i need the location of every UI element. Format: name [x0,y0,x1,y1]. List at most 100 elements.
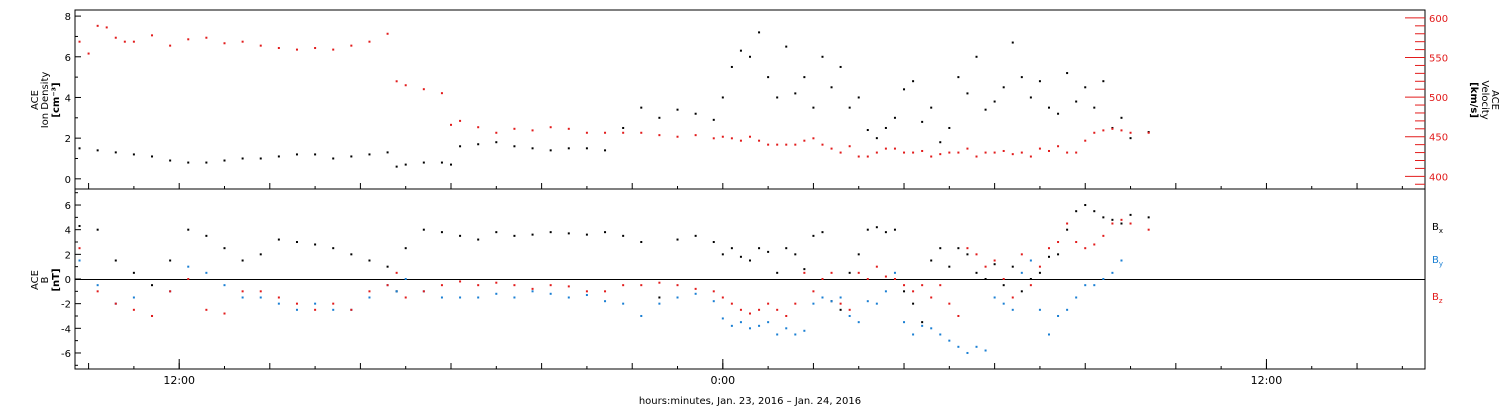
point-by [749,327,751,330]
top-left-y-tick-label: 0 [65,175,71,186]
point-ion-density [567,147,570,150]
point-bz [1038,265,1041,268]
point-bz [803,271,806,274]
point-velocity [930,155,933,158]
point-velocity [848,145,851,148]
point-bx [495,231,498,234]
point-bx [440,231,443,234]
x-axis-label: hours:minutes, Jan. 23, 2016 – Jan. 24, … [639,396,861,407]
point-velocity [830,147,833,150]
point-ion-density [776,96,779,99]
point-ion-density [984,108,987,111]
point-velocity [776,143,779,146]
point-ion-density [169,159,172,162]
point-velocity [332,48,335,51]
point-bz [1029,284,1032,287]
point-ion-density [839,65,842,68]
point-bx [794,253,797,256]
point-bx [531,233,534,236]
point-bz [395,271,398,274]
point-bz [477,284,480,287]
point-bx [767,250,770,253]
point-velocity [395,80,398,83]
point-velocity [767,143,770,146]
point-ion-density [1057,112,1060,115]
point-ion-density [1129,137,1132,140]
point-velocity [640,131,643,134]
point-bx [1120,222,1123,225]
point-bz [368,290,371,293]
point-bz [241,290,244,293]
point-velocity [350,44,353,47]
point-by [993,296,996,299]
point-ion-density [422,161,425,164]
point-by [912,333,915,336]
bottom-y-tick-label: -6 [61,349,71,360]
point-ion-density [640,106,643,109]
point-ion-density [739,49,742,52]
point-bz [332,302,335,305]
point-velocity [1020,151,1023,154]
point-by [1093,284,1096,287]
point-bx [758,247,761,250]
point-bx [676,238,679,241]
point-bz [966,247,969,250]
point-bx [223,247,226,250]
point-bz [96,290,99,293]
point-velocity [169,44,172,47]
point-bx [785,247,788,250]
point-bx [151,284,154,287]
top-right-ylabel-line3: [km/s] [1468,82,1479,118]
point-bz [875,265,878,268]
point-velocity [205,36,208,39]
point-ion-density [223,159,226,162]
point-bx [803,268,806,271]
point-by [205,271,208,274]
point-velocity [259,44,262,47]
point-by [975,345,978,348]
point-ion-density [676,108,679,111]
point-ion-density [241,157,244,160]
point-ion-density [450,163,453,166]
top-left-y-tick-label: 6 [65,53,71,64]
point-bz [295,302,298,305]
point-by [531,290,534,293]
point-bz [721,296,724,299]
point-velocity [604,131,607,134]
point-bz [1075,241,1078,244]
point-velocity [903,151,906,154]
point-by [875,302,878,305]
point-velocity [912,151,915,154]
point-by [640,314,643,317]
point-by [604,300,607,303]
point-bx [966,253,969,256]
point-by [241,296,244,299]
point-bz [739,308,742,311]
point-velocity [585,131,588,134]
point-bx [884,231,887,234]
point-by [694,292,697,295]
point-bz [1102,234,1105,237]
point-by [567,296,570,299]
point-by [866,300,869,303]
point-velocity [404,84,407,87]
point-velocity [1047,149,1050,152]
point-bz [930,296,933,299]
point-bz [857,271,860,274]
point-by [1111,271,1114,274]
point-by [1120,259,1123,262]
point-ion-density [893,116,896,119]
point-bz [1129,222,1132,225]
point-velocity [721,135,724,138]
point-velocity [1147,131,1150,134]
point-by [295,308,298,311]
point-ion-density [830,86,833,89]
point-ion-density [921,120,924,123]
point-by [712,300,715,303]
point-velocity [567,127,570,130]
point-velocity [866,155,869,158]
point-velocity [1038,147,1041,150]
point-bz [350,308,353,311]
point-bz [513,284,516,287]
point-ion-density [1029,96,1032,99]
